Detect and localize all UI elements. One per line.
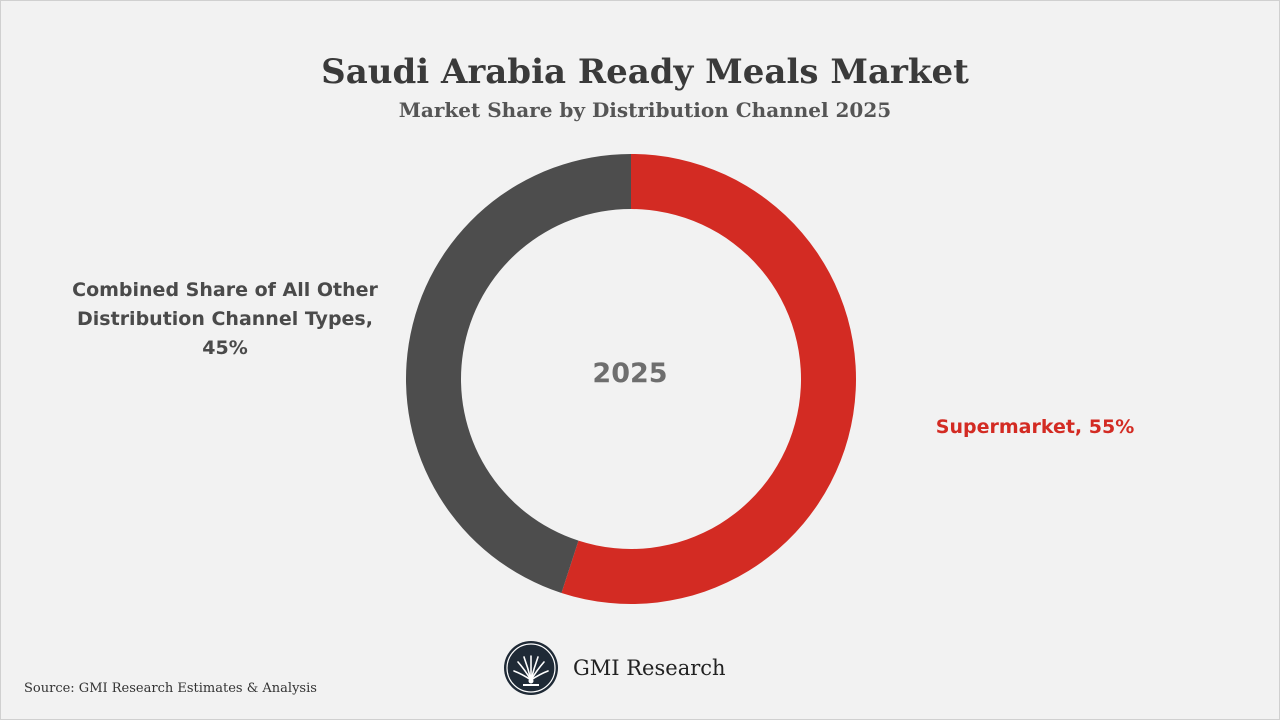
- gmi-research-logo-icon: [504, 641, 558, 695]
- slice-label-supermarket: Supermarket, 55%: [935, 416, 1135, 438]
- donut-slice-supermarket: [561, 154, 856, 604]
- source-note: Source: GMI Research Estimates & Analysi…: [24, 681, 317, 696]
- slice-label-other: Combined Share of All Other Distribution…: [72, 279, 378, 359]
- donut-center-label: 2025: [592, 358, 668, 389]
- donut-slice-other: [405, 154, 631, 593]
- brand-name: GMI Research: [573, 656, 726, 680]
- chart-title: Saudi Arabia Ready Meals Market: [321, 52, 969, 92]
- chart-subtitle: Market Share by Distribution Channel 202…: [398, 98, 892, 122]
- brand-block: GMI Research: [503, 640, 726, 696]
